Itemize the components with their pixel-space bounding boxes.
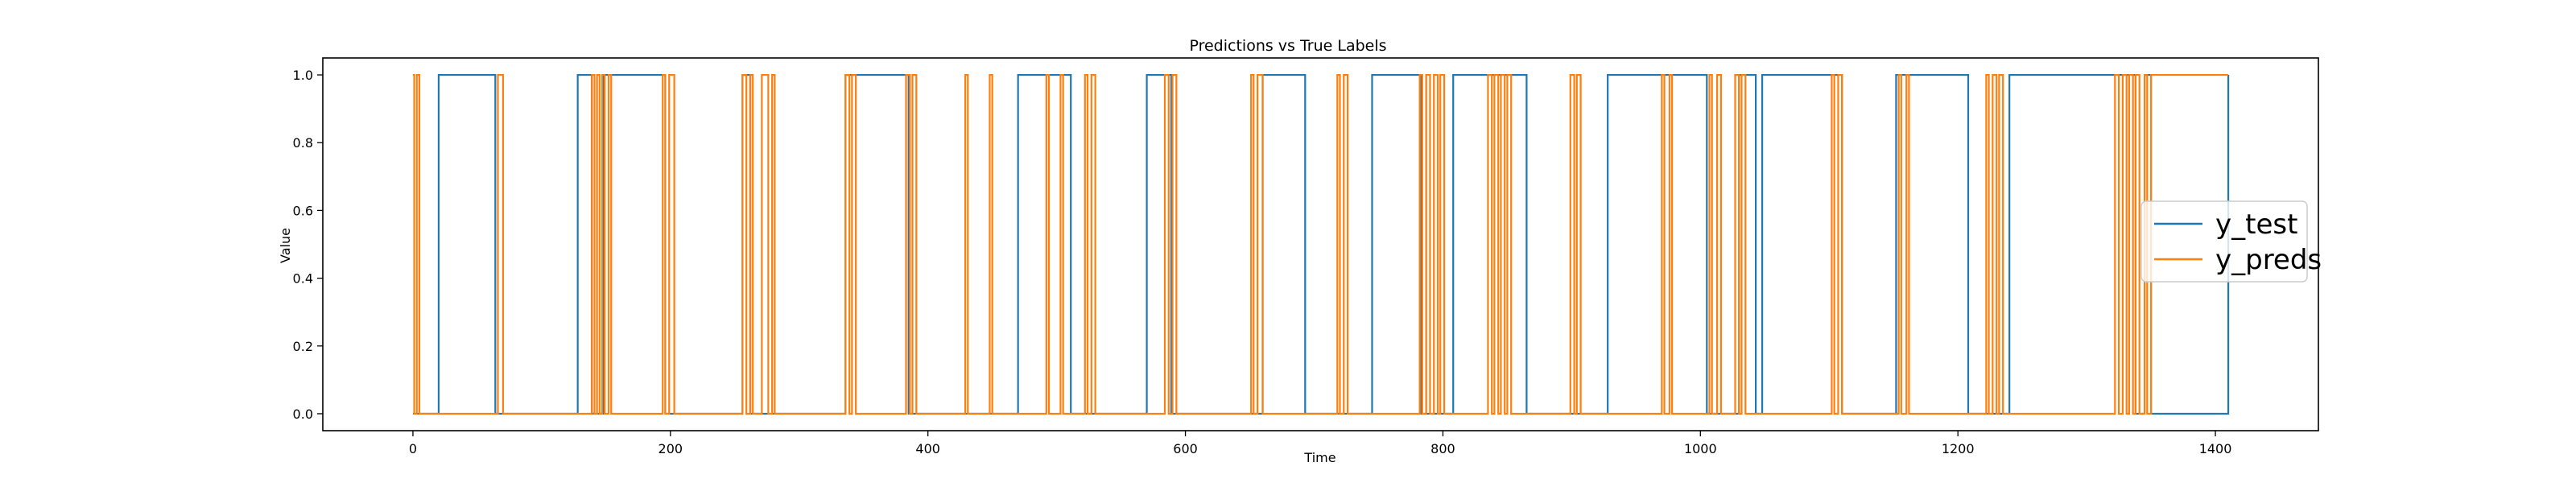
x-tick-label: 400 bbox=[915, 441, 940, 456]
legend: y_test y_preds bbox=[2140, 200, 2322, 283]
x-axis-label: Time bbox=[1303, 450, 1335, 465]
x-axis-ticks: 0 200 400 600 800 1000 1200 1400 bbox=[409, 431, 2232, 456]
y-tick-label: 1.0 bbox=[293, 68, 313, 83]
x-tick-label: 1400 bbox=[2199, 441, 2232, 456]
y-axis-ticks: 0.0 0.2 0.4 0.6 0.8 1.0 bbox=[293, 68, 323, 422]
legend-label-y-preds: y_preds bbox=[2215, 244, 2322, 276]
plot-frame bbox=[322, 57, 2319, 431]
x-tick-label: 1000 bbox=[1684, 441, 1717, 456]
x-tick-label: 200 bbox=[658, 441, 683, 456]
plot-area bbox=[412, 73, 2230, 415]
y-tick-label: 0.2 bbox=[293, 339, 313, 354]
x-tick-label: 1200 bbox=[1942, 441, 1975, 456]
x-tick-label: 800 bbox=[1430, 441, 1455, 456]
y-tick-label: 0.8 bbox=[293, 135, 313, 151]
legend-label-y-test: y_test bbox=[2215, 208, 2297, 241]
x-tick-label: 0 bbox=[409, 441, 417, 456]
series-line-y-preds bbox=[412, 73, 2229, 415]
legend-box bbox=[2140, 200, 2308, 283]
y-tick-label: 0.0 bbox=[293, 407, 313, 422]
x-tick-label: 600 bbox=[1173, 441, 1198, 456]
y-tick-label: 0.4 bbox=[293, 271, 313, 287]
y-axis-label: Value bbox=[278, 228, 293, 263]
chart-title: Predictions vs True Labels bbox=[1189, 37, 1386, 55]
y-tick-label: 0.6 bbox=[293, 203, 313, 218]
